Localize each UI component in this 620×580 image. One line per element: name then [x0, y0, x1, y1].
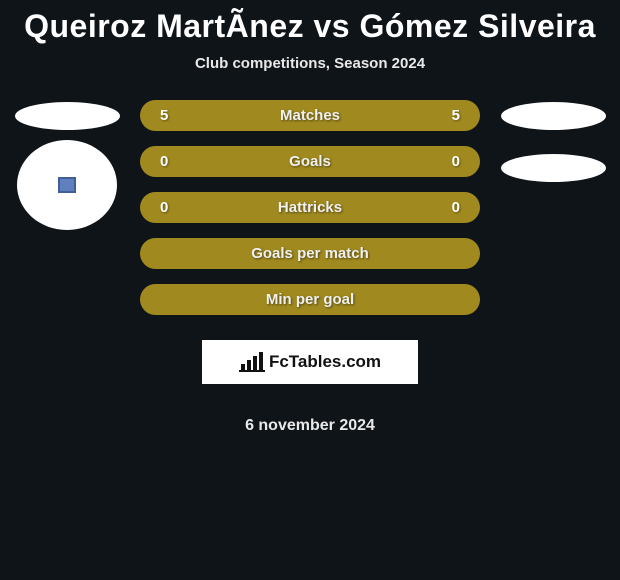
stat-left-value: 5	[160, 107, 168, 124]
stat-left-value: 0	[160, 153, 168, 170]
stat-row-min-per-goal: Min per goal	[140, 284, 480, 315]
stat-left-value: 0	[160, 199, 168, 216]
left-avatar-ellipse	[15, 102, 120, 130]
left-player-col	[12, 100, 122, 230]
stat-row-matches: 5 Matches 5	[140, 100, 480, 131]
stat-right-value: 0	[452, 153, 460, 170]
stat-row-goals-per-match: Goals per match	[140, 238, 480, 269]
footer-date: 6 november 2024	[140, 417, 480, 435]
stat-label: Goals per match	[251, 245, 369, 262]
stat-label: Min per goal	[266, 291, 354, 308]
logo-box: FcTables.com	[202, 340, 418, 384]
stat-label: Hattricks	[278, 199, 342, 216]
infographic-container: Queiroz MartÃ­nez vs Gómez Silveira Club…	[0, 0, 620, 435]
right-avatar-ellipse	[501, 102, 606, 130]
bar-chart-icon	[239, 352, 265, 372]
stat-row-hattricks: 0 Hattricks 0	[140, 192, 480, 223]
stat-label: Matches	[280, 107, 340, 124]
logo-text: FcTables.com	[269, 352, 381, 372]
body-row: 5 Matches 5 0 Goals 0 0 Hattricks 0 Goal…	[0, 100, 620, 435]
page-title: Queiroz MartÃ­nez vs Gómez Silveira	[0, 8, 620, 45]
stats-column: 5 Matches 5 0 Goals 0 0 Hattricks 0 Goal…	[140, 100, 480, 435]
stat-right-value: 5	[452, 107, 460, 124]
stat-row-goals: 0 Goals 0	[140, 146, 480, 177]
right-avatar-ellipse-2	[501, 154, 606, 182]
page-subtitle: Club competitions, Season 2024	[0, 55, 620, 72]
stat-right-value: 0	[452, 199, 460, 216]
right-player-col	[498, 100, 608, 182]
placeholder-image-icon	[58, 177, 76, 193]
stat-label: Goals	[289, 153, 331, 170]
left-avatar-circle	[17, 140, 117, 230]
